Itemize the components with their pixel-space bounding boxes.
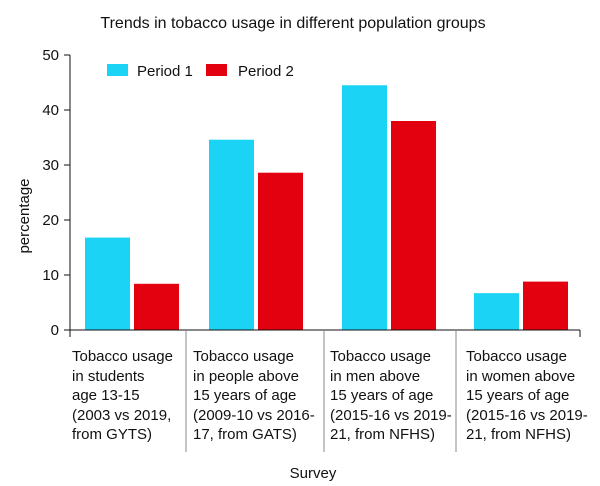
bar-period-2-3 <box>523 281 568 330</box>
legend: Period 1 Period 2 <box>107 63 294 80</box>
y-tick-label: 50 <box>42 47 59 64</box>
x-axis-label: Survey <box>290 465 337 482</box>
category-label-line: age 13-15 <box>72 387 140 404</box>
y-tick-label: 20 <box>42 212 59 229</box>
category-label-2: Tobacco usage in men above 15 years of age… <box>330 347 452 445</box>
category-label-line: 21, from NFHS) <box>330 426 436 443</box>
category-label-line: Tobacco usage <box>466 348 567 365</box>
x-axis <box>69 329 581 452</box>
category-label-line: in students <box>72 367 145 385</box>
category-label-line: (2015-16 vs 2019- <box>330 406 452 424</box>
category-label-line: Tobacco usage <box>193 348 294 365</box>
bars <box>85 85 568 330</box>
legend-label-1: Period 1 <box>137 63 193 80</box>
bar-period-2-0 <box>134 283 179 330</box>
category-label-line: (2009-10 vs 2016- <box>193 406 315 424</box>
y-tick-label: 40 <box>42 102 59 119</box>
category-label-line: Tobacco usage <box>72 348 173 365</box>
category-label-line: in men above <box>330 367 421 385</box>
y-axis: 0 10 20 30 40 50 <box>42 47 71 339</box>
category-label-line: in women above <box>466 367 576 385</box>
bar-period-1-1 <box>209 139 254 330</box>
category-label-line: 21, from NFHS) <box>466 426 572 443</box>
category-label-0: Tobacco usage in students age 13-15 (2003 v… <box>72 347 173 445</box>
y-tick-label: 0 <box>51 322 59 339</box>
legend-swatch-2 <box>206 64 227 76</box>
y-tick-label: 30 <box>42 157 59 174</box>
category-label-line: in people above <box>193 367 299 385</box>
legend-swatch-1 <box>107 64 128 76</box>
category-label-line: 17, from GATS) <box>193 426 297 443</box>
category-label-line: from GYTS) <box>72 426 153 443</box>
bar-period-1-2 <box>342 85 387 330</box>
category-label-line: 15 years of age <box>466 387 570 404</box>
category-label-1: Tobacco usage in people above 15 years of … <box>193 347 315 445</box>
category-label-line: Tobacco usage <box>330 348 431 365</box>
bar-period-1-3 <box>474 293 519 330</box>
bar-period-2-2 <box>391 121 436 330</box>
category-label-line: 15 years of age <box>193 387 297 404</box>
chart-title: Trends in tobacco usage in different pop… <box>100 15 485 32</box>
category-label-line: (2015-16 vs 2019- <box>466 406 588 424</box>
category-label-line: 15 years of age <box>330 387 434 404</box>
y-tick-label: 10 <box>42 267 59 284</box>
category-label-3: Tobacco usage in women above 15 years of a… <box>466 347 588 445</box>
bar-period-2-1 <box>258 172 303 330</box>
category-label-line: (2003 vs 2019, <box>72 406 172 424</box>
bar-period-1-0 <box>85 237 130 330</box>
y-axis-label: percentage <box>16 178 33 253</box>
legend-label-2: Period 2 <box>238 63 294 80</box>
